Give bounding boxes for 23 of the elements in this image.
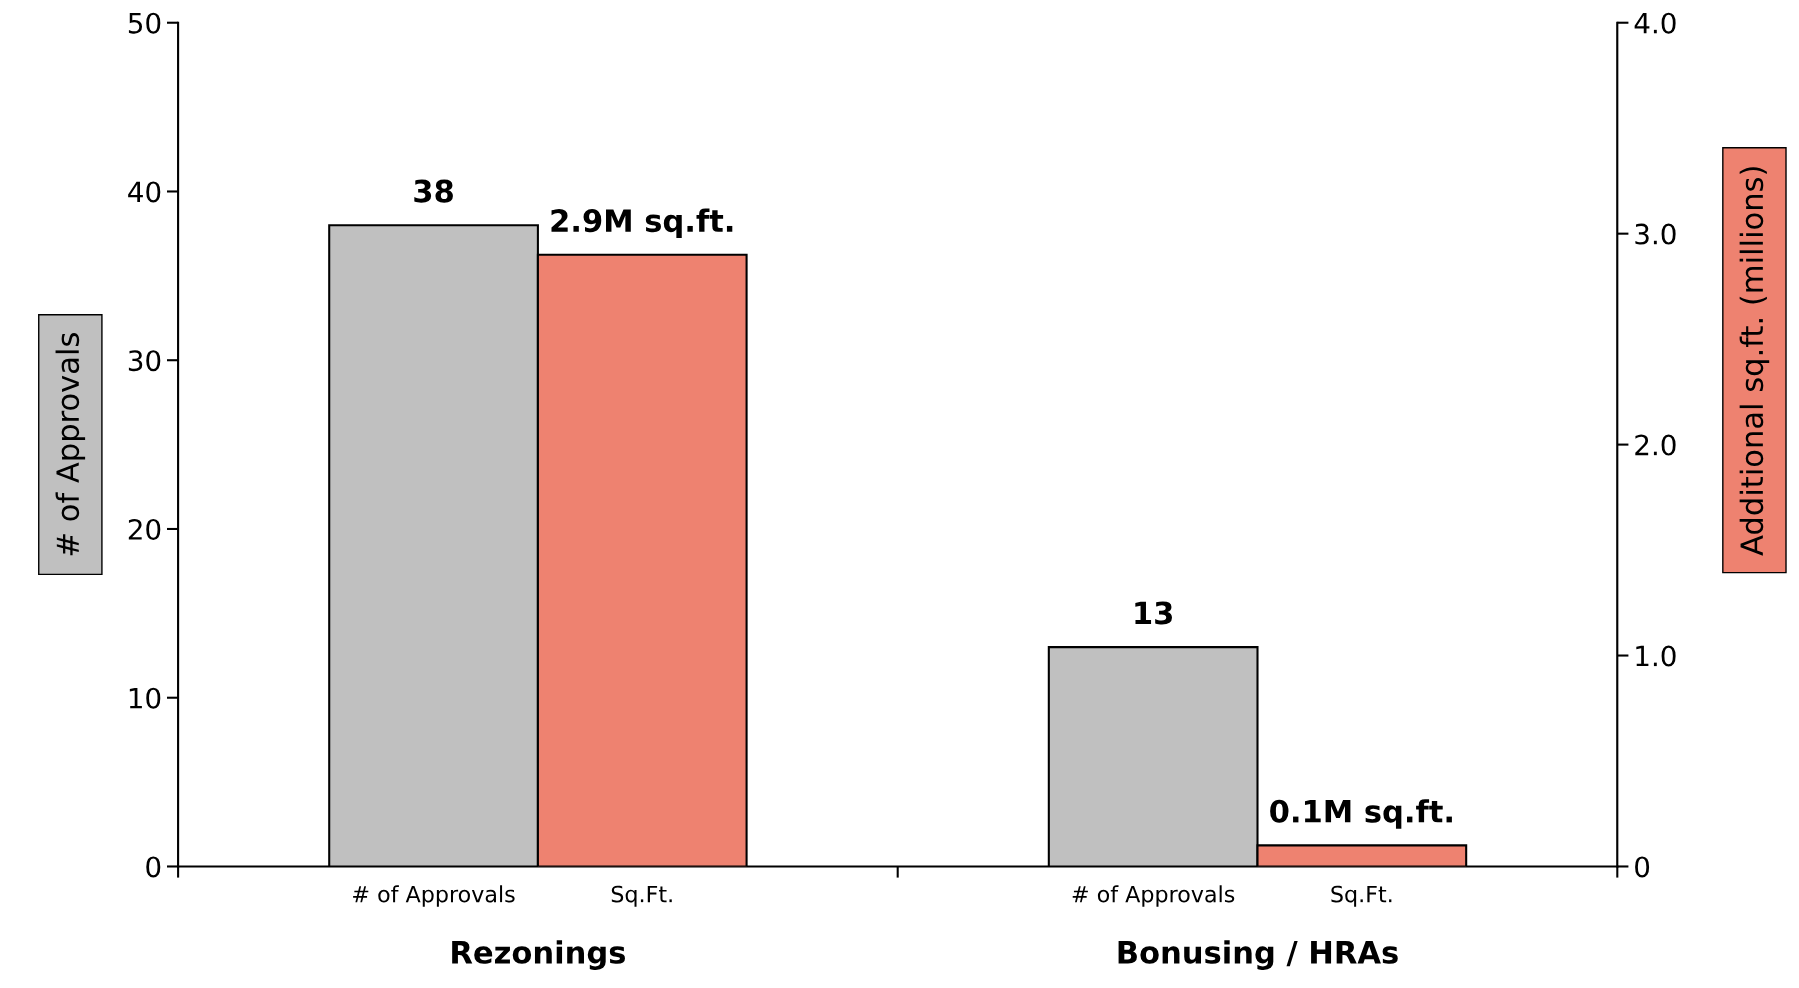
series-label: # of Approvals [353, 885, 515, 907]
data-label: 0.1M sq.ft. [1270, 799, 1452, 829]
data-label: 38 [414, 179, 453, 203]
y2-tick-label: 1.0 [1636, 645, 1676, 667]
y2-tick-label: 2.0 [1635, 434, 1676, 456]
data-label: 2.9M sq.ft. [551, 208, 733, 239]
y-tick-label: 20 [128, 518, 161, 540]
y2-tick-label: 4.0 [1634, 12, 1676, 34]
y2-tick-label: 3.0 [1635, 223, 1676, 245]
y2-axis-title: Additional sq.ft. (millions) [1739, 167, 1770, 556]
y-tick-label: 10 [129, 687, 161, 709]
x-tick-label: Rezonings [452, 940, 625, 970]
text: # of Approvals [1072, 885, 1235, 907]
y-tick-label: 0 [146, 856, 161, 878]
y-tick-label: 50 [128, 12, 161, 34]
series-label: Sq.Ft. [611, 885, 672, 907]
data-label: 13 [1135, 601, 1172, 625]
y-axis-title: # of Approvals [55, 333, 86, 556]
x-tick-label: Bonusing / HRAs [1118, 940, 1398, 970]
text: Sq.Ft. [1331, 885, 1392, 907]
y-tick-label: 40 [128, 181, 161, 203]
y-tick-label: 30 [128, 350, 161, 372]
y2-tick-label: 0 [1635, 856, 1650, 878]
